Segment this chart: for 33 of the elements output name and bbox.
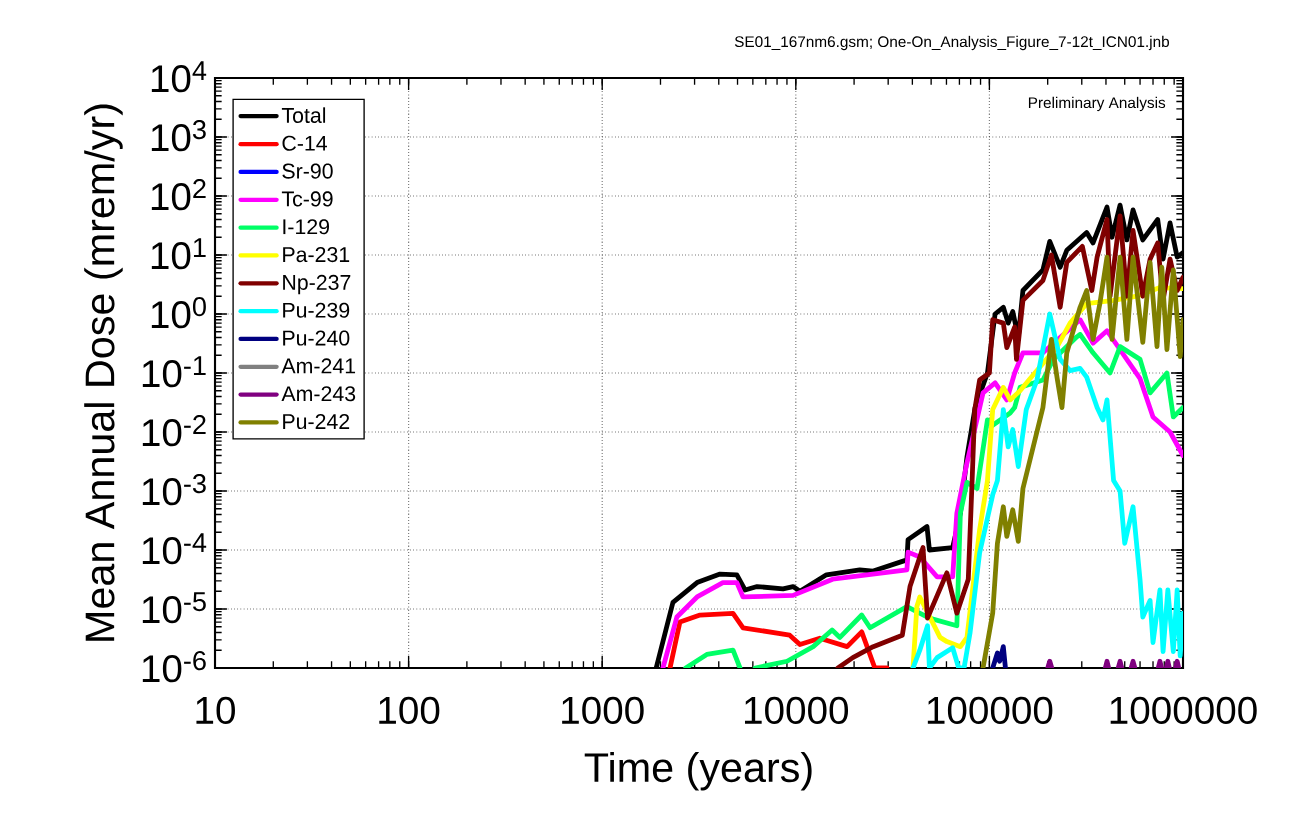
x-tick-label: 1000000 [1110, 696, 1257, 725]
legend-label: Sr-90 [282, 163, 333, 179]
y-tick-label: 10$^{-4}$ [142, 533, 207, 565]
legend-label: I-129 [283, 219, 330, 235]
text: SE01_167nm6.gsm; One-On_Analysis_Figure_7-12t_ICN01.jnb [734, 35, 1170, 51]
x-tick-label: 1000 [562, 696, 644, 725]
y-tick-label: 10$^{-1}$ [142, 356, 206, 388]
annotation: Preliminary Analysis [1028, 96, 1166, 112]
legend-label: Pu-242 [283, 414, 350, 430]
legend-label: C-14 [282, 135, 328, 151]
x-tick-label: 100 [379, 696, 440, 725]
y-tick-label: 10$^{3}$ [151, 120, 206, 152]
legend-label: Pa-231 [283, 247, 350, 263]
y-tick-label: 10$^{1}$ [151, 238, 206, 270]
x-tick-label: 100000 [927, 696, 1053, 725]
y-tick-label: 10$^{0}$ [151, 297, 206, 329]
legend-label: Pu-240 [283, 330, 350, 346]
legend-label: Pu-239 [283, 302, 350, 318]
y-tick-label: 10$^{-2}$ [142, 415, 206, 447]
legend-label: Total [281, 107, 326, 123]
x-tick-label: 10 [196, 696, 235, 725]
legend-label: Np-237 [283, 274, 351, 295]
y-tick-label: 10$^{2}$ [151, 179, 206, 211]
y-tick-label: 10$^{-5}$ [142, 592, 206, 624]
legend-label: Tc-99 [281, 191, 333, 207]
y-tick-label: 10$^{4}$ [151, 61, 207, 93]
y-axis-title: Mean Annual Dose (mrem/yr) [84, 104, 123, 641]
x-tick-label: 10000 [744, 696, 849, 725]
y-tick-label: 10$^{-6}$ [142, 651, 206, 683]
y-tick-label: 10$^{-3}$ [142, 474, 206, 506]
legend-label: Am-241 [281, 358, 356, 374]
x-axis-title: Time (years) [584, 751, 812, 791]
legend-label: Am-243 [281, 386, 356, 402]
